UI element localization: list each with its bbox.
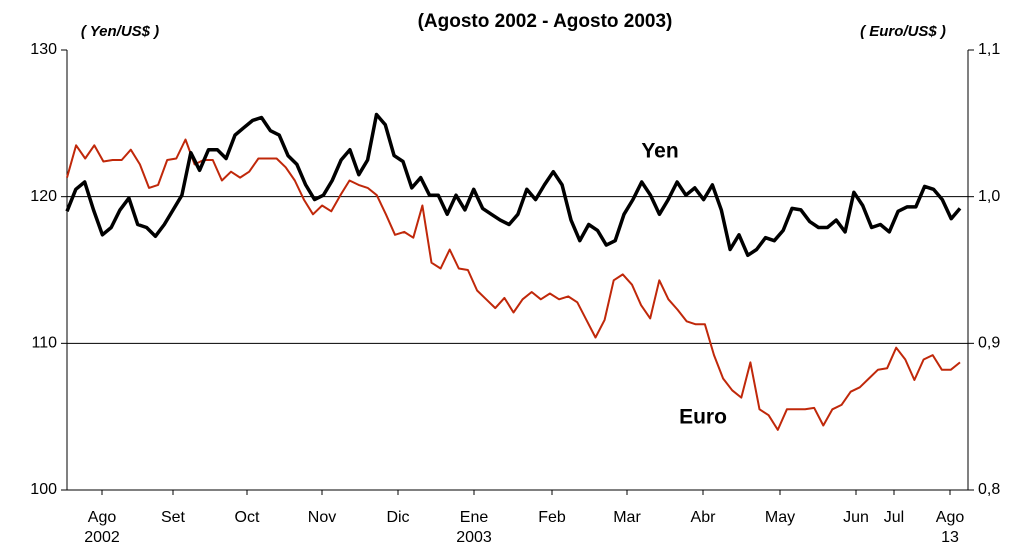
x-tick-label: Ago — [936, 509, 965, 526]
x-tick-label: Nov — [308, 509, 336, 526]
y2-axis-label: ( Euro/US$ ) — [860, 23, 946, 40]
x-tick-label: Ago — [88, 509, 117, 526]
annotation: Euro — [679, 406, 727, 429]
x-tick-label: Mar — [613, 509, 641, 526]
x-tick-label: Set — [161, 509, 186, 526]
x-tick-label: Abr — [691, 509, 717, 526]
y2-tick-label: 0,9 — [978, 335, 1000, 352]
y-tick-label: 130 — [30, 41, 57, 58]
x-tick-label: May — [765, 509, 795, 526]
x-tick-sublabel: 2003 — [456, 529, 492, 546]
x-tick-label: Ene — [460, 509, 489, 526]
series-line — [65, 112, 962, 258]
y2-tick-label: 0,8 — [978, 481, 1000, 498]
x-tick-label: Oct — [235, 509, 260, 526]
x-tick-label: Dic — [386, 509, 409, 526]
y-tick-label: 100 — [30, 481, 57, 498]
chart-title: (Agosto 2002 - Agosto 2003) — [418, 11, 673, 32]
y-tick-label: 110 — [31, 335, 57, 352]
y-tick-label: 120 — [30, 188, 57, 205]
y-axis-label: ( Yen/US$ ) — [81, 23, 159, 40]
x-tick-sublabel: 13 — [941, 529, 959, 546]
x-tick-label: Jul — [884, 509, 904, 526]
annotation: Yen — [641, 140, 678, 163]
series-line — [66, 138, 961, 431]
y2-tick-label: 1,1 — [978, 41, 1000, 58]
y2-tick-label: 1,0 — [978, 188, 1000, 205]
x-tick-label: Feb — [538, 509, 566, 526]
x-tick-sublabel: 2002 — [84, 529, 120, 546]
x-tick-label: Jun — [843, 509, 869, 526]
